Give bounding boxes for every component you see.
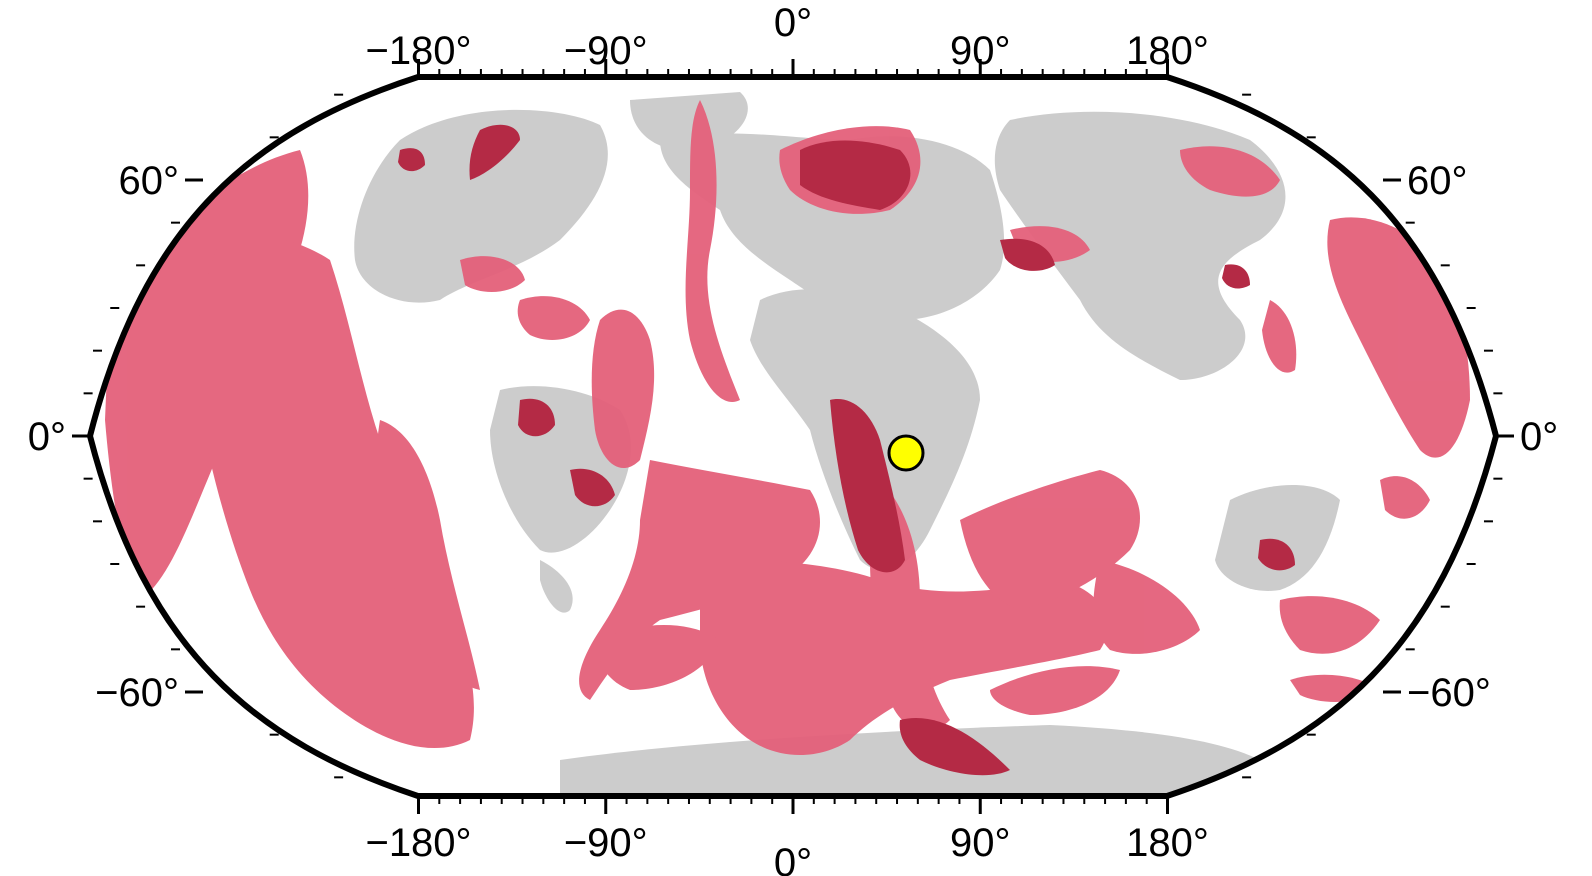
top-lon-label: 90° [950,29,1011,73]
anomaly-regions [105,100,1470,755]
left-lat-label: 0° [28,415,66,459]
left-lat-label: 60° [119,159,180,203]
bottom-lon-label: 90° [950,821,1011,865]
top-lon-label: −90° [564,29,648,73]
left-lat-label: −60° [95,671,179,715]
site-marker [887,434,925,472]
top-lon-label: 0° [774,1,812,45]
bottom-lon-label: −180° [365,821,471,865]
top-lon-label: −180° [365,29,471,73]
right-lat-label: 0° [1520,415,1558,459]
right-lat-label: −60° [1407,671,1491,715]
bottom-lon-label: −90° [564,821,648,865]
anomaly-strong-regions [398,124,1295,776]
top-lon-label: 180° [1126,29,1209,73]
bottom-lon-label: 180° [1126,821,1209,865]
bottom-lon-label: 0° [774,841,812,876]
graticule-ticks: −180° −180° −90° −90° 0° 0° 90° 90° 180° 180° 60° 6… [28,1,1559,876]
right-lat-label: 60° [1407,159,1468,203]
